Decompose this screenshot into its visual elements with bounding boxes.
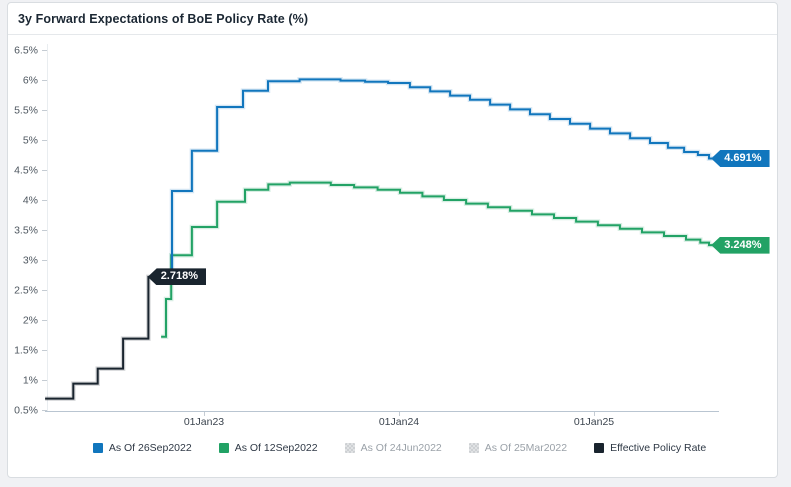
y-tick-label: 1.5%	[14, 345, 38, 357]
legend-swatch-effective-policy-rate	[594, 443, 605, 453]
series-line-effective-policy-rate[interactable]	[45, 275, 154, 400]
y-tick-label: 4%	[23, 195, 38, 207]
series-line-as-of-12sep2022[interactable]	[161, 181, 718, 338]
legend-item-as-of-12sep2022[interactable]: As Of 12Sep2022	[218, 442, 318, 454]
y-tick-label: 6.5%	[14, 45, 38, 57]
y-tick-label: 5.5%	[14, 105, 38, 117]
y-tick-label: 0.5%	[14, 405, 38, 417]
series-end-label-26sep2022: 4.691%	[711, 150, 770, 168]
y-tick-label: 2%	[23, 315, 38, 327]
x-tick-label: 01Jan24	[379, 416, 419, 428]
legend-item-effective-policy-rate[interactable]: Effective Policy Rate	[594, 442, 706, 454]
y-tick-label: 4.5%	[14, 165, 38, 177]
series-end-label-12sep2022: 3.248%	[711, 236, 770, 254]
legend-label-as-of-24jun2022: As Of 24Jun2022	[360, 442, 442, 454]
series-halo-as-of-12sep2022	[161, 180, 718, 340]
series-end-label-effective-rate: 2.718%	[147, 268, 206, 286]
chart-title: 3y Forward Expectations of BoE Policy Ra…	[18, 11, 309, 26]
y-tick-label: 5%	[23, 135, 38, 147]
x-tick-label: 01Jan25	[574, 416, 614, 428]
legend-swatch-as-of-26sep2022	[92, 443, 103, 453]
legend-swatch-as-of-12sep2022	[218, 443, 229, 453]
chart-panel: 3y Forward Expectations of BoE Policy Ra…	[7, 2, 778, 478]
legend-label-as-of-26sep2022: As Of 26Sep2022	[108, 442, 192, 454]
chart-legend: As Of 26Sep2022 As Of 12Sep2022 As Of 24Ju…	[15, 442, 784, 454]
legend-swatch-as-of-25mar2022	[468, 443, 479, 453]
legend-item-as-of-24jun2022[interactable]: As Of 24Jun2022	[344, 442, 442, 454]
legend-item-as-of-26sep2022[interactable]: As Of 26Sep2022	[92, 442, 192, 454]
series-halo-as-of-26sep2022	[150, 77, 718, 280]
y-tick-label: 6%	[23, 75, 38, 87]
chart-panel-header: 3y Forward Expectations of BoE Policy Ra…	[8, 3, 777, 35]
y-tick-label: 2.5%	[14, 285, 38, 297]
y-tick-label: 1%	[23, 375, 38, 387]
x-tick-label: 01Jan23	[184, 416, 224, 428]
y-tick-label: 3.5%	[14, 225, 38, 237]
legend-label-effective-policy-rate: Effective Policy Rate	[610, 442, 707, 454]
series-line-as-of-26sep2022[interactable]	[150, 78, 718, 278]
legend-item-as-of-25mar2022[interactable]: As Of 25Mar2022	[468, 442, 568, 454]
y-tick-label: 3%	[23, 255, 38, 267]
legend-label-as-of-25mar2022: As Of 25Mar2022	[484, 442, 568, 454]
legend-swatch-as-of-24jun2022	[344, 443, 355, 453]
legend-label-as-of-12sep2022: As Of 12Sep2022	[234, 442, 318, 454]
